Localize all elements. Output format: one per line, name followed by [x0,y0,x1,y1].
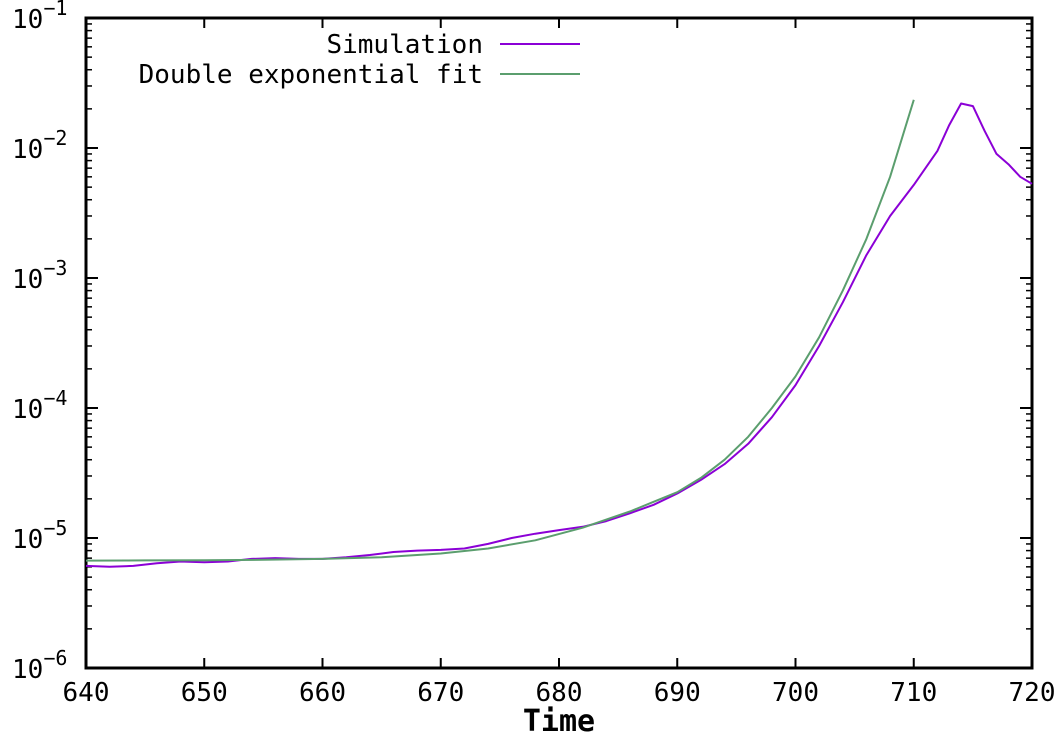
y-tick-label: 10−3 [12,256,67,295]
x-tick-label: 680 [536,678,583,708]
x-tick-label: 720 [1009,678,1056,708]
x-tick-label: 670 [417,678,464,708]
x-tick-label: 660 [299,678,346,708]
y-tick-label: 10−5 [12,516,67,555]
x-axis-title: Time [523,704,595,739]
fit-line [85,99,915,562]
series-group [85,99,1033,568]
x-tick-labels: 640 650 660 670 680 690 700 710 720 [63,678,1056,708]
y-tick-labels: 10−6 10−5 10−4 10−3 10−2 10−1 [12,0,67,685]
x-tick-label: 650 [181,678,228,708]
y-tick-label: 10−1 [12,0,67,35]
simulation-line [85,102,1033,568]
x-tick-label: 710 [890,678,937,708]
y-tick-label: 10−6 [12,646,67,685]
x-tick-label: 700 [772,678,819,708]
plot-frame [84,16,1034,670]
legend-label-fit: Double exponential fit [139,60,483,90]
axis-ticks [85,17,1033,669]
x-tick-label: 640 [63,678,110,708]
y-tick-label: 10−2 [12,126,67,165]
x-tick-label: 690 [654,678,701,708]
y-tick-label: 10−4 [12,386,67,425]
legend-label-simulation: Simulation [326,30,483,60]
